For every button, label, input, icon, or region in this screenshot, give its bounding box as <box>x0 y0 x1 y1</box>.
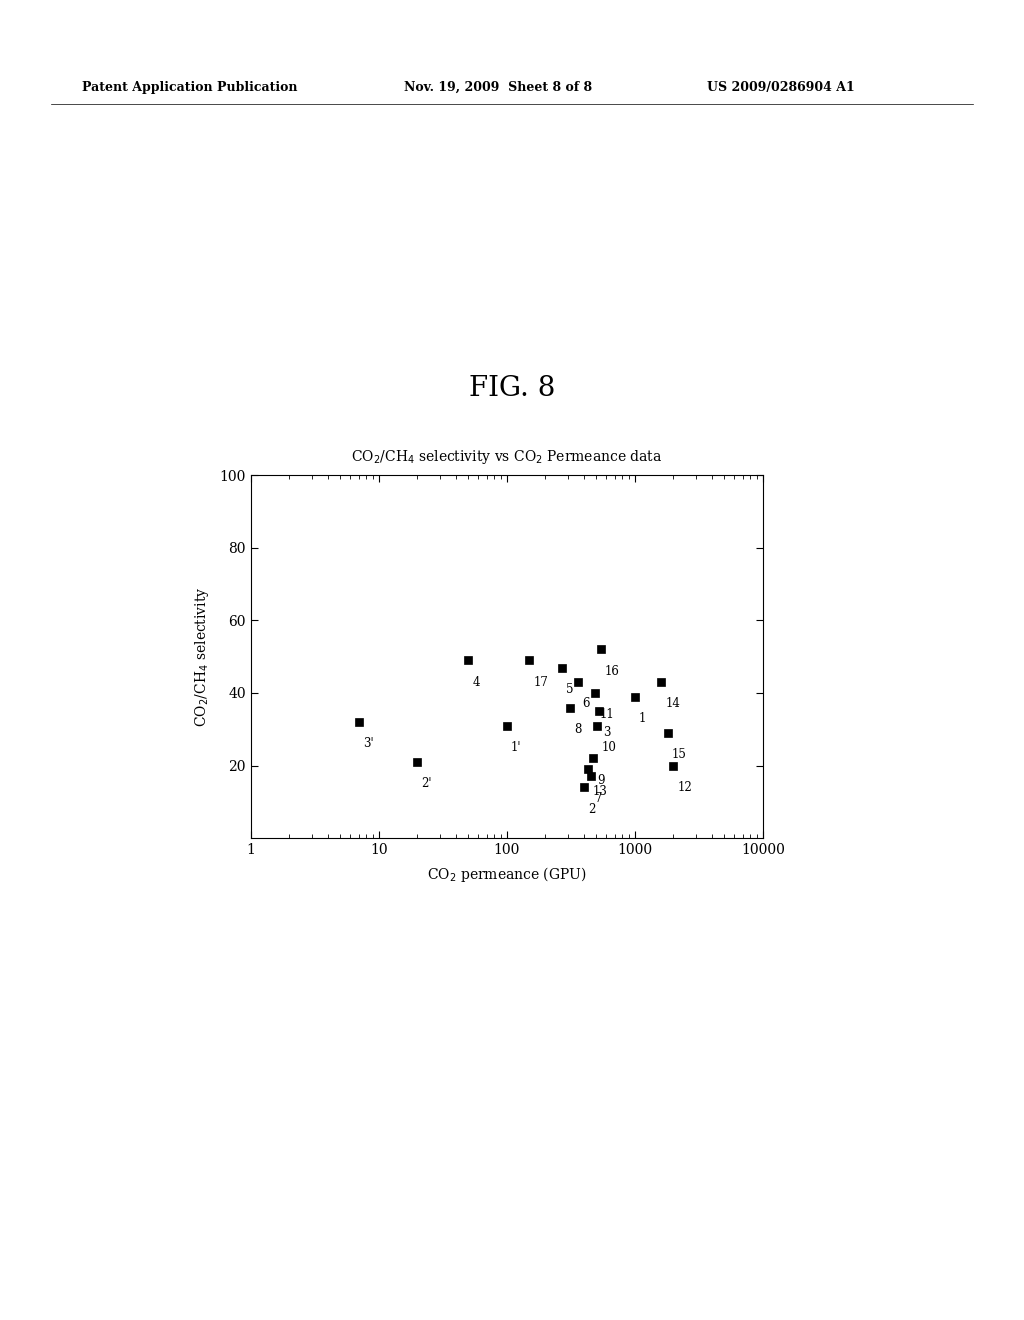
Text: US 2009/0286904 A1: US 2009/0286904 A1 <box>707 81 854 94</box>
Text: 16: 16 <box>605 665 620 677</box>
Text: 3': 3' <box>364 738 374 750</box>
Text: 8: 8 <box>573 723 582 735</box>
Text: 5: 5 <box>566 682 573 696</box>
Text: Nov. 19, 2009  Sheet 8 of 8: Nov. 19, 2009 Sheet 8 of 8 <box>404 81 593 94</box>
Text: 1: 1 <box>639 711 646 725</box>
Text: 3: 3 <box>603 726 610 739</box>
Text: 2: 2 <box>588 803 596 816</box>
Title: CO$_2$/CH$_4$ selectivity vs CO$_2$ Permeance data: CO$_2$/CH$_4$ selectivity vs CO$_2$ Perm… <box>351 449 663 466</box>
Y-axis label: CO$_2$/CH$_4$ selectivity: CO$_2$/CH$_4$ selectivity <box>194 586 211 727</box>
Text: 17: 17 <box>534 676 549 689</box>
Text: 1': 1' <box>511 741 521 754</box>
Text: 13: 13 <box>592 784 607 797</box>
Text: 14: 14 <box>666 697 680 710</box>
Text: 15: 15 <box>672 748 687 762</box>
Text: 10: 10 <box>602 741 616 754</box>
X-axis label: CO$_2$ permeance (GPU): CO$_2$ permeance (GPU) <box>427 866 587 884</box>
Text: 7: 7 <box>595 792 603 805</box>
Text: FIG. 8: FIG. 8 <box>469 375 555 401</box>
Text: 6: 6 <box>583 697 590 710</box>
Text: Patent Application Publication: Patent Application Publication <box>82 81 297 94</box>
Text: 12: 12 <box>678 781 692 793</box>
Text: 11: 11 <box>599 709 614 721</box>
Text: 2': 2' <box>422 777 432 791</box>
Text: 9: 9 <box>598 774 605 787</box>
Text: 4: 4 <box>472 676 480 689</box>
